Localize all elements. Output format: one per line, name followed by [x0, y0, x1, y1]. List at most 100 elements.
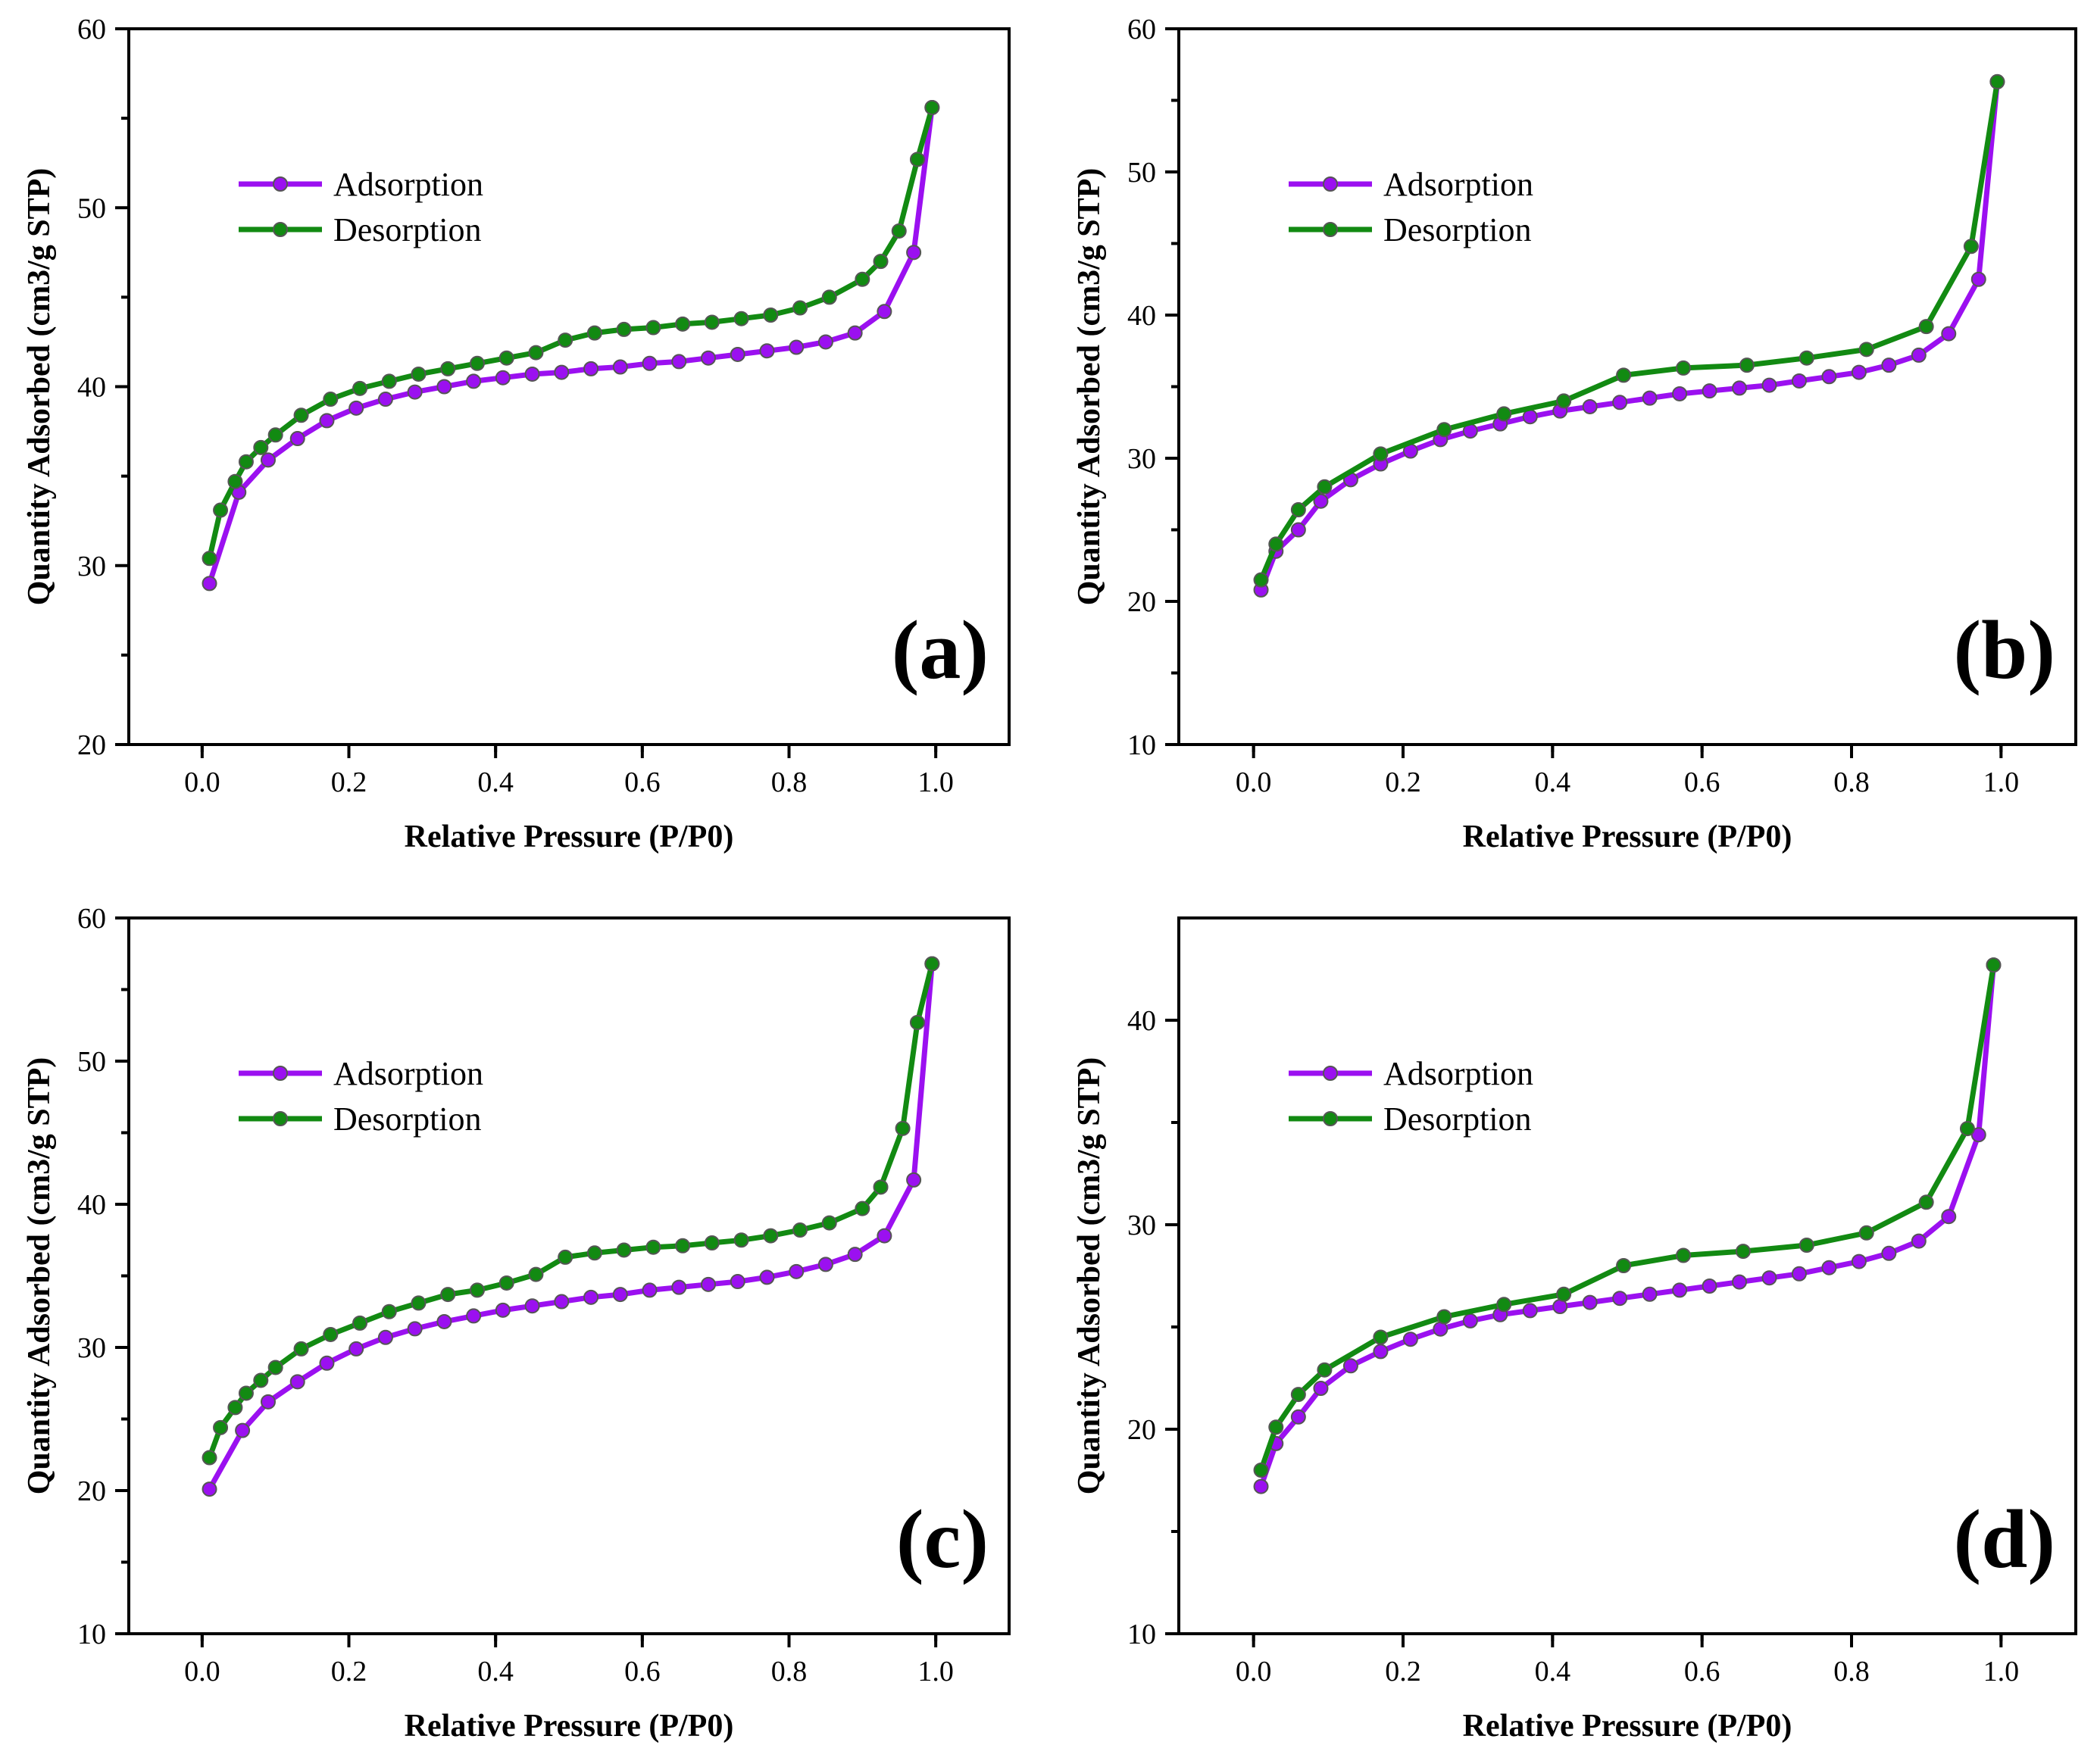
desorption-point: [213, 1419, 229, 1435]
adsorption-point: [235, 1422, 251, 1438]
desorption-point: [616, 1242, 632, 1258]
desorption-line: [1258, 964, 1996, 1472]
desorption-point: [733, 311, 749, 326]
adsorption-point: [466, 373, 482, 389]
adsorption-point: [671, 1279, 687, 1295]
x-tick-label: 0.8: [771, 1656, 808, 1688]
y-tick-label: 20: [77, 1475, 106, 1507]
x-axis-title: Relative Pressure (P/P0): [405, 1709, 734, 1744]
y-tick-label: 10: [77, 1619, 106, 1650]
plot-frame: [1177, 27, 2077, 746]
desorption-point: [469, 355, 485, 371]
y-tick-label: 10: [1127, 729, 1156, 761]
panel-label: (d): [1954, 1493, 2055, 1585]
desorption-point: [855, 1200, 870, 1216]
desorption-point: [1268, 536, 1284, 552]
adsorption-point: [583, 361, 599, 376]
legend-marker-desorption: [1323, 1111, 1338, 1126]
adsorption-point: [1642, 1286, 1658, 1302]
adsorption-point: [436, 1313, 452, 1329]
adsorption-point: [906, 245, 922, 261]
x-tick-label: 0.2: [1385, 1656, 1421, 1688]
desorption-point: [253, 439, 269, 455]
adsorption-point: [348, 1341, 364, 1357]
desorption-point: [924, 956, 940, 972]
x-tick-label: 0.2: [331, 1656, 367, 1688]
adsorption-point: [1373, 1344, 1389, 1360]
desorption-point: [821, 289, 837, 305]
adsorption-point: [1761, 377, 1777, 393]
adsorption-point: [1821, 369, 1837, 385]
desorption-point: [469, 1282, 485, 1298]
adsorption-point: [260, 1394, 276, 1410]
desorption-point: [1799, 350, 1814, 366]
y-tick-label: 10: [1127, 1619, 1156, 1650]
adsorption-point: [289, 431, 305, 447]
x-tick-label: 0.8: [1833, 1656, 1870, 1688]
desorption-point: [1556, 1286, 1572, 1302]
y-tick-label: 30: [77, 1332, 106, 1364]
adsorption-point: [466, 1308, 482, 1324]
desorption-point: [924, 99, 940, 115]
adsorption-point: [1702, 1279, 1717, 1294]
x-axis-title: Relative Pressure (P/P0): [405, 820, 734, 854]
adsorption-point: [1342, 1358, 1358, 1374]
adsorption-point: [612, 1287, 628, 1303]
legend-label-adsorption: Adsorption: [333, 166, 483, 203]
desorption-point: [1317, 1362, 1333, 1378]
desorption-point: [873, 254, 889, 270]
adsorption-point: [642, 355, 658, 371]
adsorption-point: [1941, 326, 1957, 342]
desorption-point: [1290, 502, 1306, 518]
adsorption-point: [1791, 1266, 1807, 1282]
plot-frame: [127, 916, 1011, 1635]
desorption-point: [352, 1315, 368, 1331]
plot-frame: [127, 27, 1011, 746]
desorption-point: [1317, 479, 1333, 495]
adsorption-point: [1612, 1291, 1628, 1307]
x-tick-label: 0.6: [624, 1656, 661, 1688]
desorption-line: [207, 106, 935, 560]
x-tick-label: 0.4: [1535, 766, 1571, 798]
adsorption-point: [1290, 1409, 1306, 1425]
adsorption-line: [1258, 81, 2000, 592]
desorption-point: [1436, 1309, 1452, 1325]
adsorption-point: [554, 364, 570, 380]
adsorption-point: [1851, 1254, 1867, 1269]
desorption-point: [895, 1120, 911, 1136]
legend-marker-adsorption: [1323, 1066, 1338, 1081]
chart-panel-b: 0.0 0.2 0.4 0.6 0.8 1.0 10 20 30 40 50 60 Relative P…: [1072, 14, 2077, 854]
adsorption-point: [1522, 1303, 1538, 1319]
adsorption-point: [877, 1228, 892, 1244]
desorption-point: [202, 1450, 217, 1466]
x-tick-label: 0.8: [1833, 766, 1870, 798]
y-tick-label: 50: [77, 1046, 106, 1078]
x-tick-label: 0.2: [331, 766, 367, 798]
desorption-point: [352, 380, 368, 396]
legend-label-desorption: Desorption: [333, 1101, 482, 1138]
adsorption-point: [1462, 1313, 1478, 1328]
x-tick-label: 1.0: [917, 766, 954, 798]
adsorption-point: [377, 1329, 393, 1345]
adsorption-point: [1582, 398, 1598, 414]
adsorption-point: [524, 1298, 540, 1314]
desorption-point: [586, 1245, 602, 1261]
adsorption-point: [495, 1302, 511, 1318]
desorption-point: [1253, 1463, 1269, 1478]
desorption-point: [645, 1239, 661, 1255]
desorption-point: [675, 1238, 691, 1254]
panel-label: (a): [892, 604, 989, 696]
x-tick-label: 0.2: [1385, 766, 1421, 798]
adsorption-point: [847, 1247, 863, 1263]
desorption-point: [586, 325, 602, 341]
x-tick-label: 0.6: [624, 766, 661, 798]
panel-label: (c): [896, 1493, 989, 1585]
x-tick-label: 0.0: [184, 766, 220, 798]
adsorption-point: [1253, 1478, 1269, 1494]
x-tick-label: 0.4: [1535, 1656, 1571, 1688]
legend-marker-desorption: [273, 222, 288, 237]
adsorption-point: [1290, 522, 1306, 538]
adsorption-point: [202, 576, 217, 592]
desorption-point: [323, 392, 339, 407]
adsorption-point: [1582, 1294, 1598, 1310]
